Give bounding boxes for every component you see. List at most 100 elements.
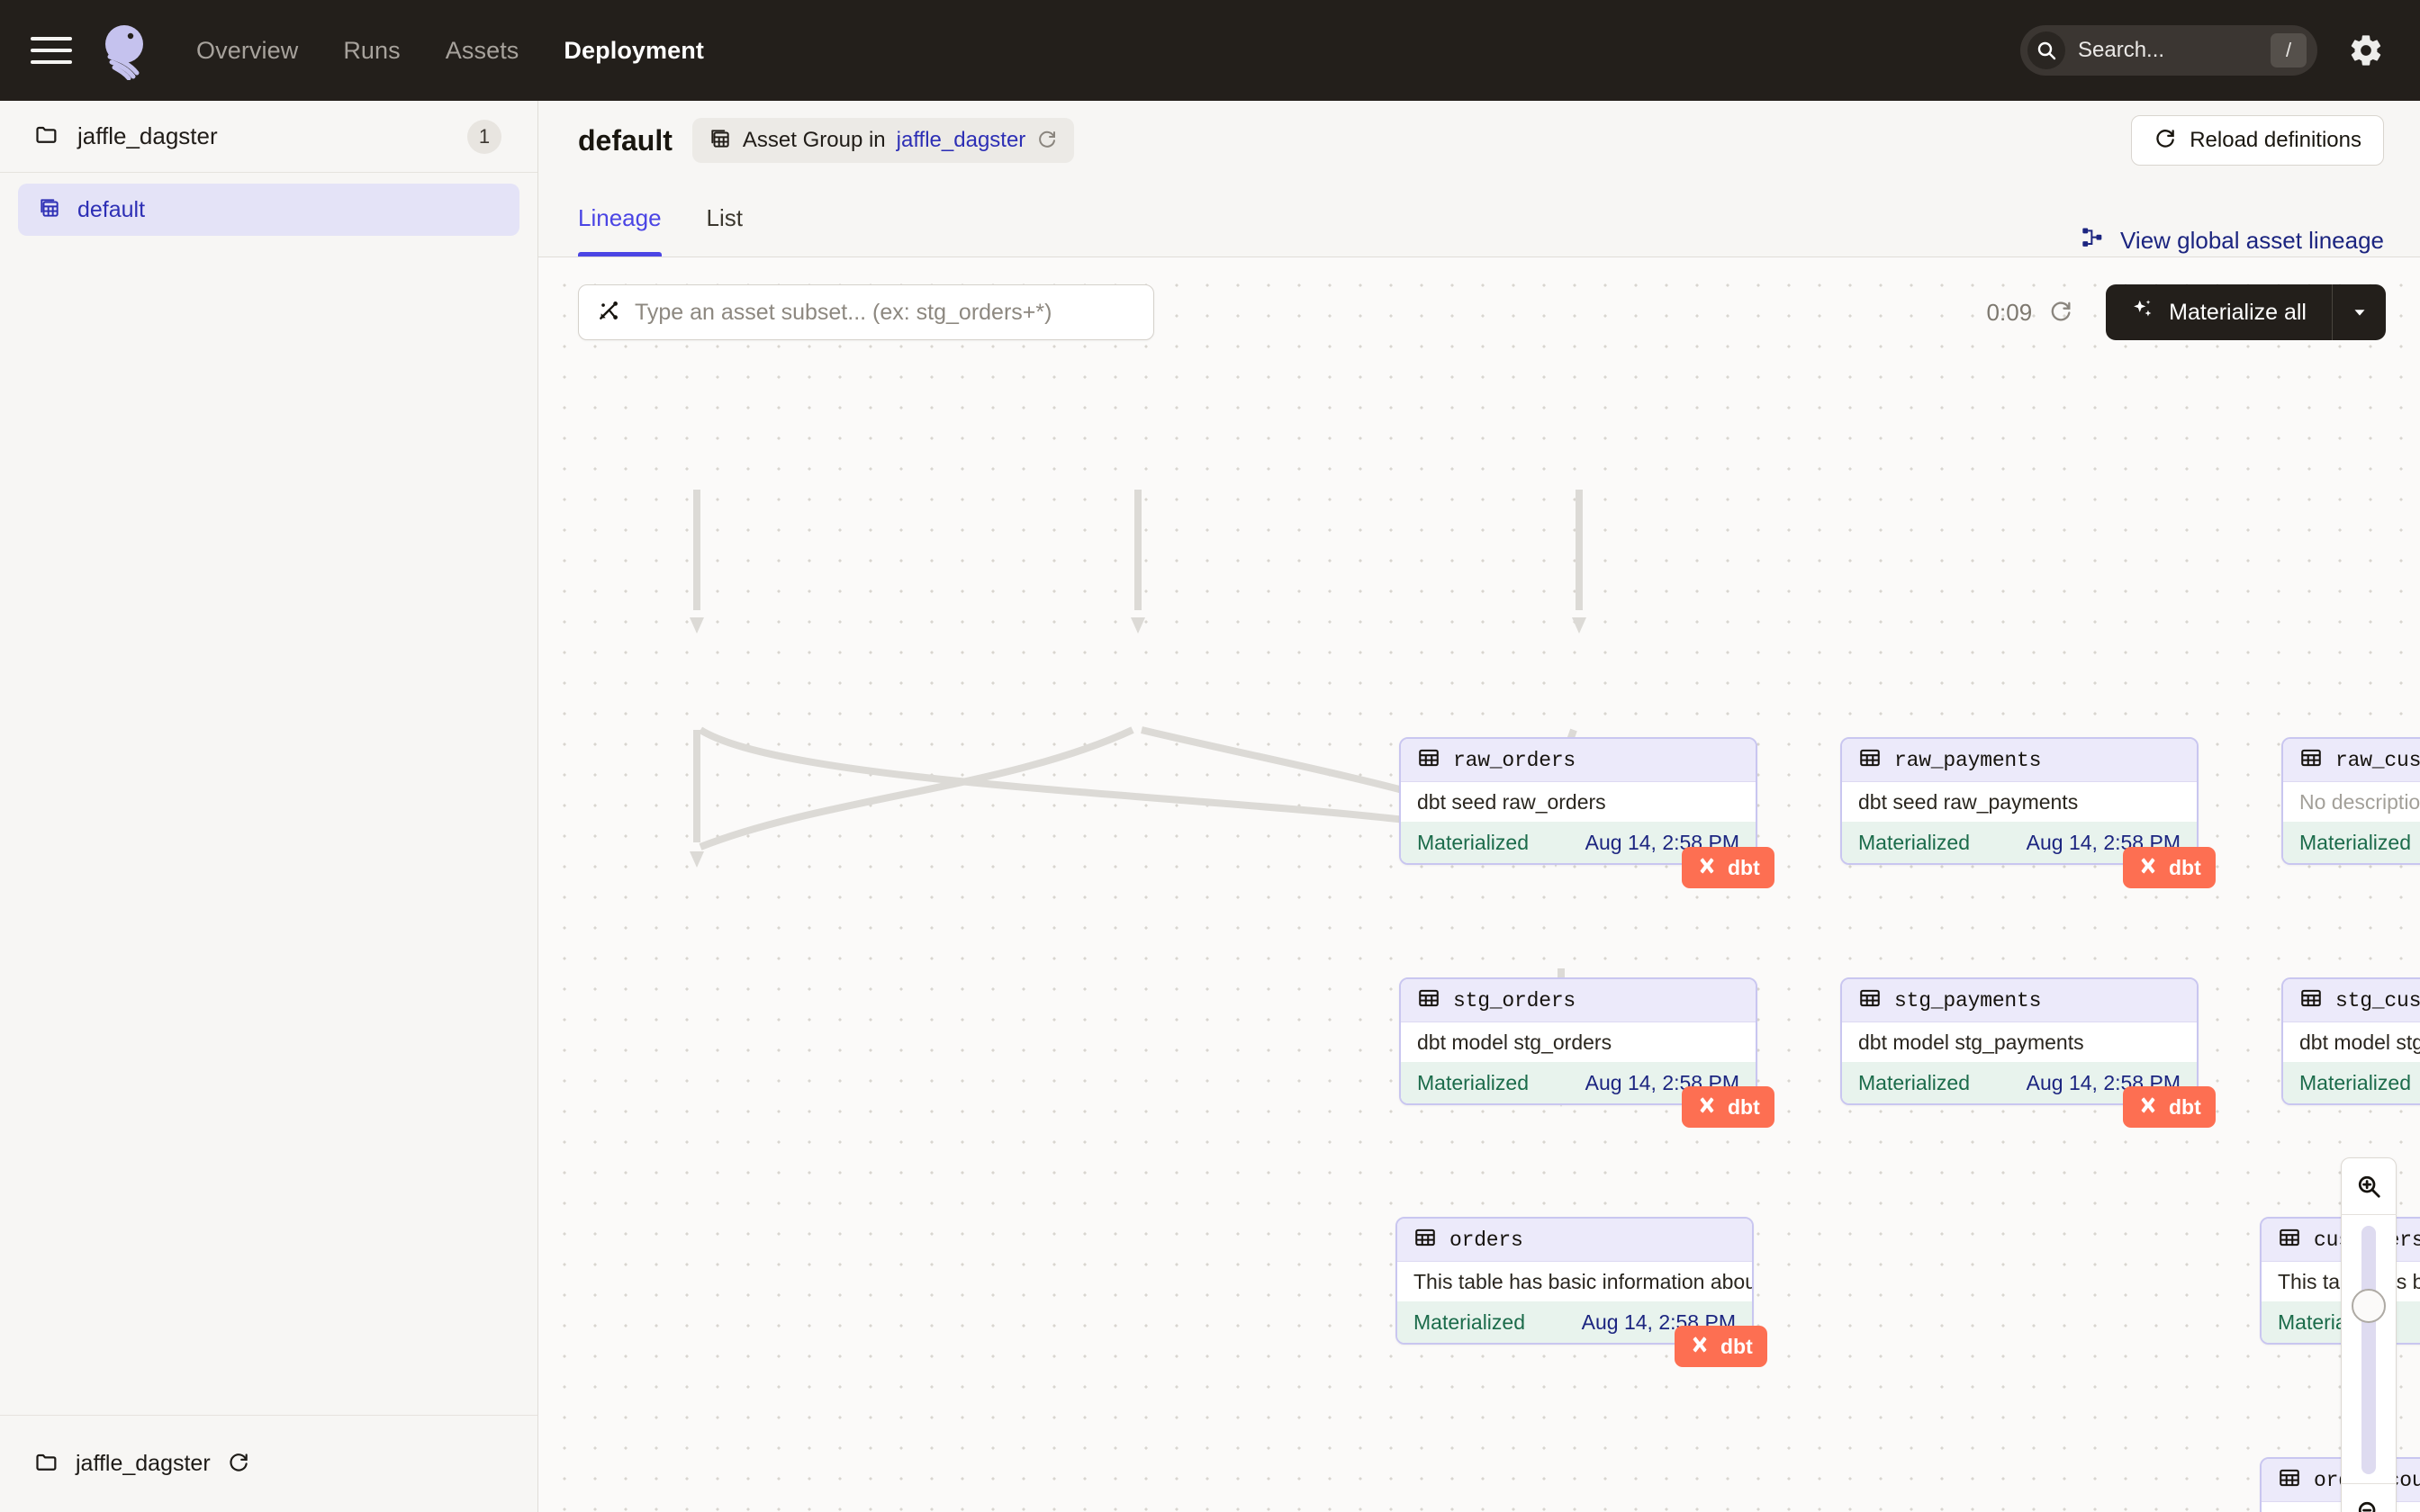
refresh-timer: 0:09 bbox=[1987, 298, 2074, 328]
table-icon bbox=[2299, 746, 2323, 774]
asset-node-description: dbt model stg_payments bbox=[1858, 1030, 2084, 1054]
table-icon bbox=[1858, 746, 1882, 774]
lineage-graph-canvas[interactable]: Type an asset subset... (ex: stg_orders+… bbox=[538, 257, 2420, 1512]
sidebar-item-default[interactable]: default bbox=[18, 184, 519, 236]
dbt-icon bbox=[2137, 855, 2159, 881]
status-badge: Materialized bbox=[1417, 1070, 1529, 1094]
asset-subset-input[interactable]: Type an asset subset... (ex: stg_orders+… bbox=[578, 284, 1154, 340]
search-icon bbox=[2027, 32, 2065, 69]
zoom-out-icon[interactable] bbox=[2341, 1484, 2397, 1512]
table-icon bbox=[2299, 986, 2323, 1014]
tab-bar: Lineage List View global asset lineage bbox=[538, 180, 2420, 257]
primary-nav-links: Overview Runs Assets Deployment bbox=[196, 37, 704, 65]
asset-node-header: orders bbox=[1397, 1219, 1752, 1262]
refresh-icon[interactable] bbox=[2048, 298, 2073, 328]
asset-node-header: raw_orders bbox=[1401, 739, 1756, 782]
global-search-input[interactable]: Search... / bbox=[2020, 25, 2317, 76]
zoom-slider-thumb[interactable] bbox=[2352, 1289, 2386, 1323]
asset-group-icon bbox=[38, 196, 61, 224]
asset-tag-dbt[interactable]: dbt bbox=[1682, 847, 1774, 888]
search-placeholder: Search... bbox=[2078, 38, 2165, 62]
reload-icon[interactable] bbox=[1036, 128, 1058, 154]
asset-tag-dbt[interactable]: dbt bbox=[1675, 1326, 1767, 1367]
asset-node-description: dbt model stg_customers bbox=[2299, 1030, 2420, 1054]
dbt-icon bbox=[1696, 1094, 1718, 1120]
top-nav-right-cluster: Search... / bbox=[2020, 25, 2384, 76]
table-icon bbox=[1413, 1226, 1437, 1254]
graph-toolbar: Type an asset subset... (ex: stg_orders+… bbox=[578, 284, 2386, 340]
asset-node-title: stg_payments bbox=[1894, 988, 2042, 1012]
materialize-all-button[interactable]: Materialize all bbox=[2106, 284, 2332, 340]
tab-lineage[interactable]: Lineage bbox=[578, 180, 662, 256]
gear-icon[interactable] bbox=[2348, 32, 2384, 68]
asset-node-orders[interactable]: orders This table has basic information a… bbox=[1395, 1217, 1754, 1345]
asset-node-stg_customers[interactable]: stg_customersdbt model stg_customers Mate… bbox=[2281, 977, 2420, 1105]
reload-definitions-button[interactable]: Reload definitions bbox=[2131, 115, 2384, 166]
asset-node-header: raw_payments bbox=[1842, 739, 2197, 782]
status-badge: Materialized bbox=[2299, 830, 2411, 854]
zoom-controls bbox=[2341, 1157, 2397, 1512]
asset-node-header: raw_customers bbox=[2283, 739, 2420, 782]
left-sidebar: jaffle_dagster 1 default bbox=[0, 101, 538, 1512]
nav-link-runs[interactable]: Runs bbox=[343, 36, 401, 64]
asset-subset-placeholder: Type an asset subset... (ex: stg_orders+… bbox=[635, 299, 1052, 325]
asset-tag-dbt[interactable]: dbt bbox=[1682, 1086, 1774, 1128]
refresh-timer-value: 0:09 bbox=[1986, 298, 2033, 326]
nav-link-deployment[interactable]: Deployment bbox=[564, 36, 704, 64]
reload-icon bbox=[2154, 126, 2177, 156]
breadcrumb[interactable]: Asset Group in jaffle_dagster bbox=[691, 118, 1075, 163]
asset-tag-label: dbt bbox=[1720, 1334, 1753, 1358]
zoom-in-icon[interactable] bbox=[2341, 1158, 2397, 1214]
asset-node-title: stg_orders bbox=[1453, 988, 1576, 1012]
breadcrumb-prefix: Asset Group in bbox=[742, 128, 886, 152]
asset-node-raw_orders[interactable]: raw_orders dbt seed raw_orders Materialize… bbox=[1399, 737, 1757, 865]
dagster-logo[interactable] bbox=[97, 21, 157, 81]
asset-selection-icon bbox=[597, 299, 620, 327]
sparkle-icon bbox=[2131, 298, 2154, 328]
hamburger-menu-icon[interactable] bbox=[31, 30, 72, 71]
zoom-slider[interactable] bbox=[2341, 1214, 2397, 1484]
zoom-slider-track bbox=[2361, 1226, 2376, 1474]
asset-node-title: raw_orders bbox=[1453, 748, 1576, 772]
asset-node-title: stg_customers bbox=[2335, 988, 2420, 1012]
asset-node-stg_orders[interactable]: stg_orders dbt model stg_orders Materializ… bbox=[1399, 977, 1757, 1105]
tabs: Lineage List bbox=[578, 180, 743, 256]
sidebar-repository-count: 1 bbox=[467, 119, 501, 154]
asset-tag-dbt[interactable]: dbt bbox=[2123, 1086, 2216, 1128]
sidebar-footer: jaffle_dagster bbox=[0, 1415, 537, 1512]
status-badge: Materialized bbox=[1413, 1310, 1525, 1334]
tab-list[interactable]: List bbox=[706, 204, 744, 231]
asset-node-header: stg_orders bbox=[1401, 979, 1756, 1022]
sidebar-repository-row[interactable]: jaffle_dagster 1 bbox=[0, 101, 537, 173]
reload-definitions-label: Reload definitions bbox=[2190, 128, 2361, 152]
reload-icon[interactable] bbox=[227, 1450, 250, 1478]
nav-link-overview[interactable]: Overview bbox=[196, 36, 299, 64]
chevron-down-icon[interactable] bbox=[2332, 284, 2386, 340]
search-shortcut-key: / bbox=[2271, 33, 2307, 68]
asset-group-icon bbox=[709, 127, 732, 155]
asset-tag-label: dbt bbox=[1728, 855, 1760, 879]
sidebar-repository-name: jaffle_dagster bbox=[77, 122, 218, 149]
nav-link-assets[interactable]: Assets bbox=[445, 36, 519, 64]
table-icon bbox=[1417, 746, 1440, 774]
asset-tag-label: dbt bbox=[2169, 1094, 2201, 1119]
status-badge: Materialized bbox=[1417, 830, 1529, 854]
asset-node-title: orders bbox=[1449, 1228, 1523, 1252]
breadcrumb-repository-link[interactable]: jaffle_dagster bbox=[896, 128, 1026, 152]
main-content: default Asset Group in jaffle_dagster bbox=[538, 101, 2420, 1512]
table-icon bbox=[1858, 986, 1882, 1014]
asset-node-title: raw_payments bbox=[1894, 748, 2042, 772]
asset-tag-dbt[interactable]: dbt bbox=[2123, 847, 2216, 888]
materialize-all-label: Materialize all bbox=[2169, 299, 2307, 325]
dbt-icon bbox=[1696, 855, 1718, 881]
asset-node-raw_payments[interactable]: raw_payments dbt seed raw_payments Materia… bbox=[1840, 737, 2199, 865]
view-global-asset-lineage-link[interactable]: View global asset lineage bbox=[2081, 225, 2384, 256]
status-badge: Materialized bbox=[2299, 1070, 2411, 1094]
folder-icon bbox=[34, 1449, 59, 1479]
asset-node-raw_customers[interactable]: raw_customers No description MaterializedA… bbox=[2281, 737, 2420, 865]
dbt-icon bbox=[1689, 1334, 1711, 1360]
sidebar-item-label: default bbox=[77, 196, 146, 222]
